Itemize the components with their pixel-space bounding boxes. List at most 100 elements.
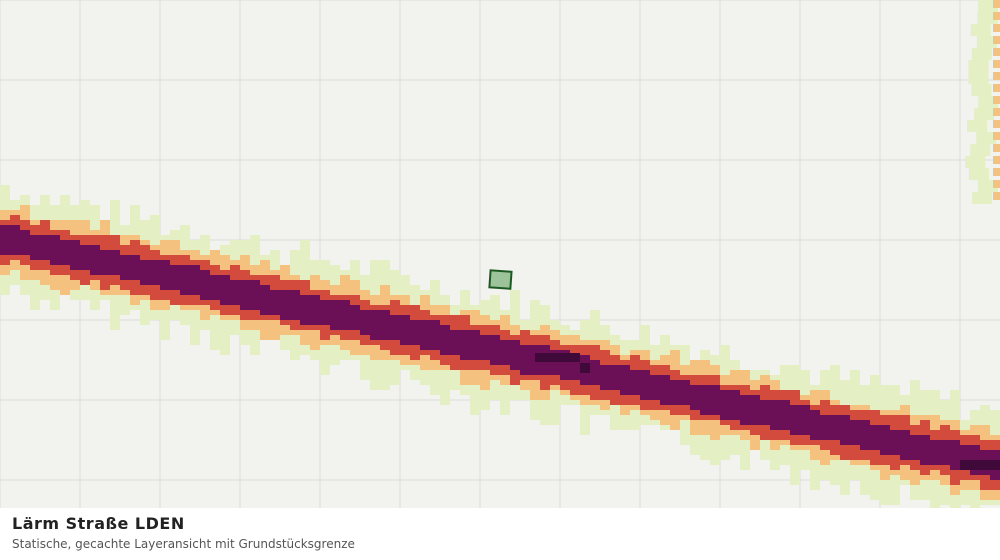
noise-cell <box>590 360 600 385</box>
noise-cell <box>620 365 630 395</box>
noise-cell <box>140 260 150 285</box>
layer-subtitle: Statische, gecachte Layeransicht mit Gru… <box>12 537 355 551</box>
noise-cell <box>790 405 800 435</box>
noise-cell <box>976 132 997 144</box>
noise-cell <box>820 415 830 440</box>
noise-cell <box>330 300 340 330</box>
noise-cell <box>974 108 995 120</box>
layer-title: Lärm Straße LDEN <box>12 514 185 533</box>
noise-cell <box>700 385 710 415</box>
noise-cell <box>220 275 230 305</box>
noise-cell <box>910 435 920 460</box>
noise-cell <box>410 320 420 345</box>
noise-cell <box>950 440 960 470</box>
noise-cell <box>600 365 610 390</box>
noise-cell <box>993 108 1000 116</box>
noise-cell <box>690 385 700 410</box>
noise-cell <box>240 280 250 310</box>
noise-cell <box>720 390 730 420</box>
noise-cell <box>60 240 70 265</box>
noise-cell <box>30 235 40 260</box>
noise-cell <box>200 270 210 300</box>
noise-cell <box>993 12 1000 20</box>
noise-cell <box>310 295 320 325</box>
noise-cell <box>940 440 950 465</box>
noise-cell <box>550 350 560 375</box>
noise-cell <box>160 260 170 290</box>
legend-footer: Lärm Straße LDEN Statische, gecachte Lay… <box>0 508 1000 560</box>
noise-cell <box>370 310 380 340</box>
noise-cell <box>170 265 180 290</box>
noise-cell <box>890 430 900 455</box>
noise-cell <box>968 60 989 72</box>
map-canvas[interactable] <box>0 0 1000 508</box>
noise-cell <box>390 315 400 340</box>
noise-cell <box>780 400 790 430</box>
parcel-boundary[interactable] <box>488 269 513 290</box>
noise-cell <box>460 330 470 360</box>
noise-layer <box>0 0 1000 508</box>
noise-cell <box>190 265 200 295</box>
noise-cell <box>760 400 770 425</box>
noise-cell <box>80 245 90 270</box>
noise-cell <box>360 310 370 335</box>
noise-cell <box>976 36 997 48</box>
noise-cell <box>993 72 1000 80</box>
noise-cell <box>770 400 780 430</box>
noise-cell <box>860 420 870 450</box>
noise-cell <box>470 330 480 360</box>
noise-cell <box>300 295 310 325</box>
noise-cell <box>850 420 860 445</box>
noise-cell <box>971 84 992 96</box>
noise-cell <box>970 144 991 156</box>
noise-cell <box>350 305 360 330</box>
noise-cell <box>965 156 986 168</box>
noise-cell <box>120 255 130 280</box>
noise-cell <box>993 168 1000 176</box>
noise-cell <box>430 320 440 350</box>
noise-cell <box>420 320 430 350</box>
noise-cell <box>0 225 10 255</box>
noise-cell <box>993 48 1000 56</box>
noise-cell <box>710 385 720 415</box>
noise-cell <box>993 0 1000 8</box>
noise-cell <box>70 240 80 270</box>
noise-cell <box>968 72 989 84</box>
noise-cell <box>967 120 988 132</box>
noise-cell <box>110 250 120 275</box>
noise-cell <box>870 425 880 450</box>
noise-cell <box>993 36 1000 44</box>
noise-cell <box>810 410 820 440</box>
noise-cell <box>150 260 160 285</box>
noise-cell <box>100 250 110 275</box>
noise-cell <box>260 285 270 315</box>
noise-cell <box>840 415 850 445</box>
noise-cell <box>560 350 570 380</box>
noise-cell <box>660 375 670 405</box>
noise-cell <box>830 415 840 440</box>
noise-cell <box>650 375 660 400</box>
noise-cell <box>977 180 998 192</box>
noise-cell <box>920 435 930 465</box>
noise-cell <box>993 120 1000 128</box>
noise-cell <box>730 390 740 420</box>
noise-cell <box>490 335 500 365</box>
noise-cell <box>993 96 1000 104</box>
noise-cell <box>993 180 1000 188</box>
noise-cell <box>320 300 330 325</box>
noise-cell <box>340 300 350 330</box>
noise-cell <box>971 48 992 60</box>
noise-cell <box>500 340 510 365</box>
noise-cell <box>993 132 1000 140</box>
noise-cell <box>977 12 998 24</box>
noise-cell <box>640 370 650 400</box>
noise-cell <box>960 460 1000 470</box>
noise-cell <box>630 370 640 395</box>
noise-cell <box>480 335 490 360</box>
noise-cell <box>968 168 989 180</box>
noise-cell <box>993 24 1000 32</box>
noise-cell <box>610 365 620 390</box>
noise-cell <box>270 290 280 315</box>
noise-cell <box>800 405 810 435</box>
noise-cell <box>180 265 190 295</box>
